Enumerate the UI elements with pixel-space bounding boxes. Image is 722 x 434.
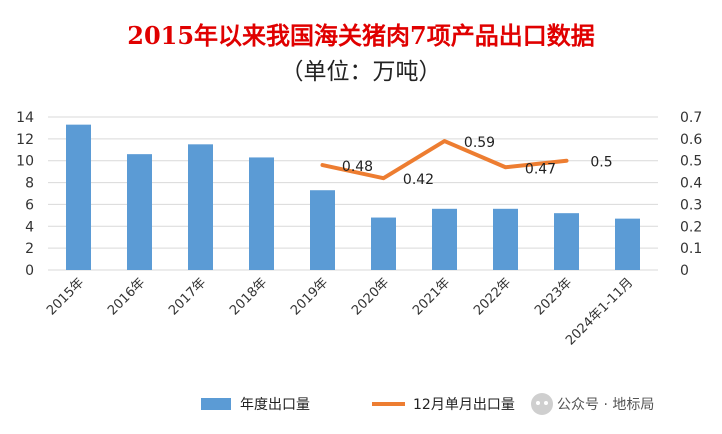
bar	[432, 208, 457, 270]
x-axis-tick: 2020年	[349, 275, 392, 318]
bar	[310, 190, 335, 270]
data-label: 0.42	[403, 172, 434, 188]
watermark-text: 公众号 · 地标局	[557, 397, 654, 413]
x-axis-tick: 2018年	[227, 275, 270, 318]
left-axis-tick: 0	[25, 263, 34, 279]
data-label: 0.5	[590, 155, 612, 171]
bar	[249, 157, 274, 270]
left-axis-tick: 8	[25, 176, 34, 192]
x-axis-tick: 2019年	[288, 275, 331, 318]
left-axis-tick: 2	[25, 241, 34, 257]
x-axis-tick: 2015年	[44, 275, 87, 318]
wechat-icon	[531, 393, 553, 415]
right-axis-tick: 0	[680, 263, 689, 279]
right-axis-tick: 0.2	[680, 219, 702, 235]
left-axis-tick: 4	[25, 219, 34, 235]
legend-label: 年度出口量	[240, 397, 310, 413]
line-point	[565, 159, 568, 163]
x-axis-tick: 2016年	[105, 275, 148, 318]
left-axis-tick: 12	[16, 132, 34, 148]
right-axis-tick: 0.7	[680, 110, 702, 126]
bar	[127, 154, 152, 270]
right-axis-tick: 0.1	[680, 241, 702, 257]
x-axis-tick: 2017年	[166, 275, 209, 318]
right-axis-tick: 0.6	[680, 132, 702, 148]
legend-bar-swatch	[201, 398, 231, 410]
bar	[554, 213, 579, 270]
data-label: 0.47	[525, 161, 556, 177]
wechat-icon-eye	[544, 401, 548, 405]
line-point	[443, 139, 446, 143]
wechat-icon-eye	[536, 401, 540, 405]
right-axis-tick: 0.3	[680, 197, 702, 213]
chart-subtitle: （单位：万吨）	[280, 59, 442, 85]
chart-title: 2015年以来我国海关猪肉7项产品出口数据	[127, 21, 595, 50]
left-axis-tick: 14	[16, 110, 34, 126]
left-axis-tick: 10	[16, 154, 34, 170]
bar	[66, 124, 91, 271]
data-label: 0.59	[464, 135, 495, 151]
left-axis-tick: 6	[25, 197, 34, 213]
line-point	[321, 163, 324, 167]
bar	[615, 218, 640, 270]
x-axis-tick: 2021年	[410, 275, 453, 318]
line-point	[382, 176, 385, 180]
right-axis-tick: 0.4	[680, 176, 702, 192]
x-axis-tick: 2022年	[471, 275, 514, 318]
bar	[493, 208, 518, 270]
line-point	[504, 165, 507, 169]
legend-label: 12月单月出口量	[413, 397, 515, 413]
bar	[371, 217, 396, 270]
data-label: 0.48	[342, 159, 373, 175]
bar	[188, 144, 213, 270]
right-axis-tick: 0.5	[680, 154, 702, 170]
x-axis-tick: 2023年	[532, 275, 575, 318]
